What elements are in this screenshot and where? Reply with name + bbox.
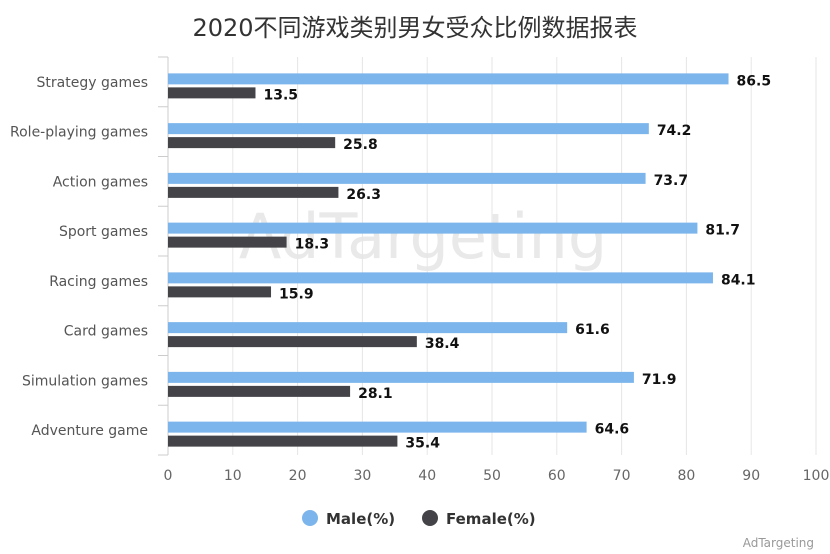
bar-female — [168, 186, 339, 198]
x-tick-label: 70 — [613, 468, 631, 484]
bar-male — [168, 371, 634, 383]
x-tick-label: 10 — [224, 468, 242, 484]
bar-male — [168, 172, 646, 184]
bar-female — [168, 236, 287, 248]
category-label: Strategy games — [37, 75, 148, 91]
bar-male — [168, 73, 729, 85]
x-tick-label: 100 — [803, 468, 830, 484]
category-label: Action games — [53, 174, 148, 190]
bar-male — [168, 322, 568, 334]
data-label: 86.5 — [737, 73, 772, 89]
category-label: Card games — [64, 324, 148, 340]
bar-female — [168, 336, 417, 348]
legend-label-male: Male(%) — [326, 510, 395, 528]
data-label: 18.3 — [295, 237, 330, 253]
legend-label-female: Female(%) — [446, 510, 536, 528]
bar-female — [168, 385, 351, 397]
data-labels: 86.5 13.5 74.2 25.8 73.7 26.3 81.7 18.3 84.1 15.9… — [263, 73, 771, 451]
bar-male — [168, 123, 649, 135]
data-label: 15.9 — [279, 286, 314, 302]
category-label: Adventure game — [31, 423, 148, 439]
bar-female — [168, 286, 272, 298]
data-label: 64.6 — [595, 422, 630, 438]
bars — [168, 73, 729, 447]
x-tick-label: 0 — [164, 468, 173, 484]
credit-text: AdTargeting — [743, 536, 814, 550]
data-label: 84.1 — [721, 272, 756, 288]
chart-title: 2020不同游戏类别男女受众比例数据报表 — [192, 14, 638, 42]
data-label: 71.9 — [642, 372, 677, 388]
data-label: 74.2 — [657, 123, 692, 139]
bar-female — [168, 137, 336, 149]
x-tick-label: 90 — [742, 468, 760, 484]
x-tick-label: 50 — [483, 468, 501, 484]
category-label: Racing games — [49, 274, 148, 290]
data-label: 28.1 — [358, 386, 393, 402]
bar-female — [168, 435, 398, 447]
data-label: 35.4 — [405, 436, 440, 452]
bar-male — [168, 272, 713, 284]
axis: 0 10 20 30 40 50 60 70 80 90 100 Strategy games Role… — [10, 56, 830, 484]
category-label: Sport games — [59, 224, 148, 240]
legend: Male(%) Female(%) — [302, 510, 536, 528]
watermark: AdTargeting — [239, 200, 607, 273]
x-tick-label: 30 — [353, 468, 371, 484]
category-label: Role-playing games — [10, 125, 148, 141]
x-tick-label: 20 — [289, 468, 307, 484]
x-tick-label: 80 — [677, 468, 695, 484]
category-label: Simulation games — [22, 373, 148, 389]
x-tick-label: 60 — [548, 468, 566, 484]
bar-female — [168, 87, 256, 99]
data-label: 26.3 — [346, 187, 381, 203]
data-label: 38.4 — [425, 336, 460, 352]
data-label: 13.5 — [263, 87, 298, 103]
legend-marker-male — [302, 510, 318, 526]
data-label: 73.7 — [654, 173, 689, 189]
x-tick-label: 40 — [418, 468, 436, 484]
data-label: 25.8 — [343, 137, 378, 153]
data-label: 81.7 — [705, 223, 740, 239]
bar-male — [168, 421, 587, 433]
legend-marker-female — [422, 510, 438, 526]
data-label: 61.6 — [575, 322, 610, 338]
bar-male — [168, 222, 698, 234]
